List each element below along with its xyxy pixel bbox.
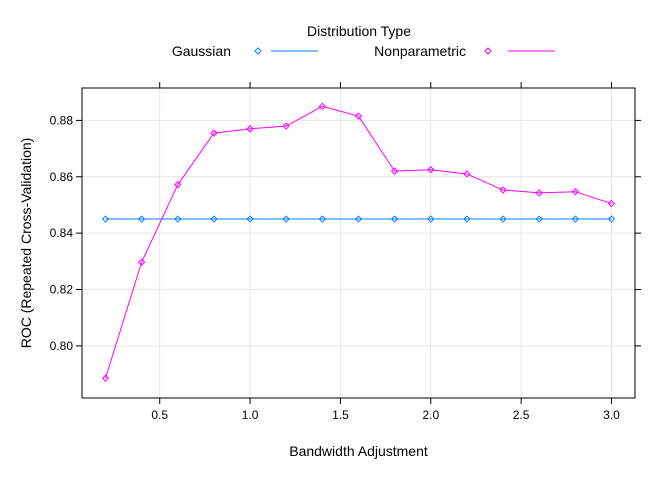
data-point-nonparametric xyxy=(174,180,182,189)
y-tick-label: 0.82 xyxy=(50,283,74,297)
data-point-gaussian xyxy=(246,215,254,223)
x-tick-label: 1.0 xyxy=(242,408,259,422)
data-point-nonparametric xyxy=(101,374,110,382)
data-point-nonparametric xyxy=(535,189,543,197)
data-point-gaussian xyxy=(463,215,471,223)
data-point-gaussian xyxy=(390,215,399,223)
data-point-nonparametric xyxy=(246,125,254,133)
data-point-nonparametric xyxy=(354,112,363,120)
y-tick-label: 0.80 xyxy=(50,339,74,353)
data-point-gaussian xyxy=(101,215,110,223)
data-point-nonparametric xyxy=(390,167,399,175)
data-point-gaussian xyxy=(499,215,507,223)
data-point-nonparametric xyxy=(137,258,146,266)
legend-label-nonparametric: Nonparametric xyxy=(374,43,466,59)
data-point-gaussian xyxy=(535,215,543,223)
data-point-gaussian xyxy=(427,215,435,223)
data-point-gaussian xyxy=(571,215,580,223)
legend-marker-nonparametric xyxy=(484,47,492,55)
legend-title: Distribution Type xyxy=(307,23,411,39)
data-point-nonparametric xyxy=(571,188,580,196)
data-point-gaussian xyxy=(354,215,363,223)
series-line-nonparametric xyxy=(105,105,612,379)
axis-ticks: 0.5 1.0 1.5 2.0 2.5 3.0 0.80 0.82 0.84 0.86 0.88 xyxy=(50,82,641,422)
x-tick-label: 0.5 xyxy=(151,408,168,422)
data-point-nonparametric xyxy=(499,186,507,194)
x-tick-label: 2.5 xyxy=(513,408,530,422)
x-axis-label: Bandwidth Adjustment xyxy=(289,443,428,459)
data-point-gaussian xyxy=(174,215,182,223)
legend-marker-gaussian xyxy=(254,47,262,55)
y-axis-label: ROC (Repeated Cross-Validation) xyxy=(18,138,34,349)
y-tick-label: 0.86 xyxy=(50,170,74,184)
grid-lines xyxy=(82,88,635,398)
data-point-nonparametric xyxy=(318,102,327,111)
data-point-gaussian xyxy=(282,215,290,223)
legend: Gaussian Nonparametric xyxy=(172,43,555,59)
data-point-gaussian xyxy=(607,215,616,223)
x-tick-label: 1.5 xyxy=(332,408,349,422)
data-point-gaussian xyxy=(318,215,327,223)
data-point-gaussian xyxy=(210,215,218,223)
y-tick-label: 0.88 xyxy=(50,113,74,127)
data-point-gaussian xyxy=(137,215,146,223)
plot-panel-border xyxy=(81,87,636,399)
data-point-nonparametric xyxy=(427,166,435,174)
data-point-nonparametric xyxy=(463,170,471,178)
x-tick-label: 3.0 xyxy=(603,408,620,422)
data-point-nonparametric xyxy=(282,122,290,130)
data-point-nonparametric xyxy=(210,129,218,137)
y-tick-label: 0.84 xyxy=(50,226,74,240)
legend-label-gaussian: Gaussian xyxy=(172,43,231,59)
x-tick-label: 2.0 xyxy=(422,408,439,422)
series-lines xyxy=(101,102,616,382)
data-point-nonparametric xyxy=(607,199,616,208)
